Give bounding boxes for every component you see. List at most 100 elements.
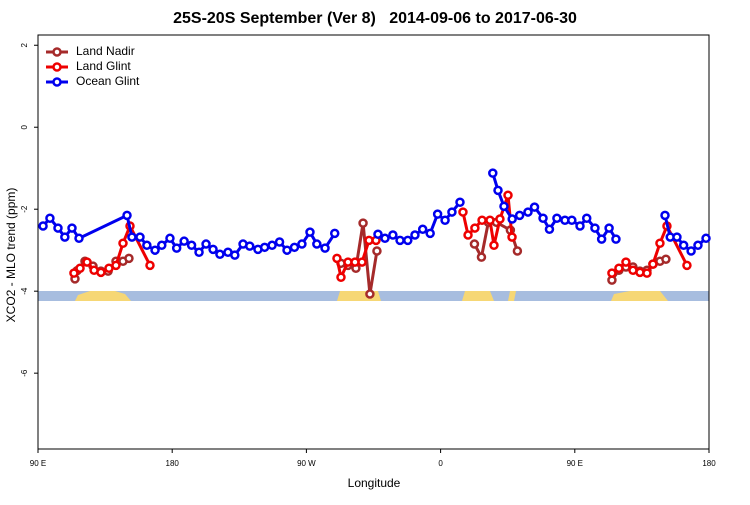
x-tick-label: 90 E [567, 459, 583, 468]
point [529, 202, 540, 212]
point [425, 228, 435, 239]
point [274, 237, 285, 247]
point [575, 221, 585, 231]
point [365, 289, 375, 299]
point [447, 207, 457, 217]
point [357, 257, 367, 267]
point [476, 252, 487, 262]
point [495, 214, 505, 224]
point [693, 240, 703, 251]
point [614, 263, 624, 273]
point [305, 227, 315, 237]
point [230, 250, 240, 260]
point [67, 223, 77, 233]
point [208, 244, 218, 255]
chart-title: 25S-20S September (Ver 8) 2014-09-06 to … [173, 10, 577, 27]
point [194, 247, 204, 257]
point [682, 260, 692, 271]
point [38, 221, 48, 231]
point [499, 201, 509, 212]
point [538, 213, 548, 223]
point [485, 215, 495, 226]
point [157, 240, 167, 251]
point [507, 214, 517, 224]
point [53, 223, 63, 233]
y-tick-label: -2 [20, 205, 29, 213]
point [111, 260, 121, 271]
point [455, 197, 465, 207]
point [259, 242, 270, 253]
point [75, 263, 85, 273]
point [477, 215, 487, 226]
point [489, 240, 499, 251]
point [493, 185, 503, 196]
point [661, 254, 671, 264]
point [215, 249, 225, 260]
point [701, 233, 711, 244]
point [655, 238, 665, 248]
point [282, 245, 292, 255]
point [403, 235, 413, 246]
point [503, 190, 513, 201]
point [142, 240, 152, 251]
point [470, 223, 480, 233]
point [488, 168, 498, 178]
point [135, 232, 145, 242]
point [312, 239, 322, 249]
point [145, 260, 155, 271]
point [432, 209, 443, 219]
point [642, 268, 652, 278]
y-tick-label: -4 [20, 287, 29, 295]
point [201, 239, 211, 249]
point [179, 236, 189, 246]
x-tick-label: 0 [438, 459, 443, 468]
point [607, 268, 617, 278]
point [660, 210, 670, 221]
y-tick-label: 2 [20, 42, 29, 47]
point [686, 246, 696, 256]
point [372, 246, 382, 256]
point [567, 215, 577, 226]
land-patch [462, 291, 494, 301]
point [596, 234, 607, 244]
point [388, 230, 398, 240]
point [672, 232, 682, 242]
point [552, 213, 562, 223]
series-line [73, 220, 667, 295]
point [267, 240, 277, 251]
point [440, 215, 450, 226]
x-tick-label: 90 E [30, 459, 46, 468]
land-patch [508, 291, 516, 301]
point [127, 232, 137, 242]
x-axis-label: Longitude [348, 476, 401, 490]
point [507, 232, 517, 242]
land-patch [75, 291, 131, 301]
point [463, 230, 473, 240]
point [96, 267, 106, 278]
point [150, 245, 160, 255]
legend-label: Ocean Glint [76, 74, 140, 88]
point [74, 233, 84, 244]
y-axis-label: XCO2 - MLO trend (ppm) [4, 188, 18, 323]
point [648, 259, 658, 269]
point [69, 268, 79, 278]
point [186, 240, 197, 251]
legend-label: Land Nadir [76, 44, 135, 58]
point [678, 240, 689, 251]
point [581, 213, 592, 223]
point [410, 230, 420, 240]
point [118, 238, 128, 248]
point [122, 210, 132, 221]
x-tick-label: 180 [166, 459, 180, 468]
y-tick-label: 0 [20, 124, 29, 129]
point [469, 239, 480, 249]
point [590, 223, 600, 233]
point [297, 239, 307, 249]
point [544, 224, 555, 235]
point [329, 228, 340, 239]
point [320, 243, 330, 253]
point [82, 257, 92, 267]
legend-marker [52, 77, 62, 87]
point [244, 241, 255, 251]
